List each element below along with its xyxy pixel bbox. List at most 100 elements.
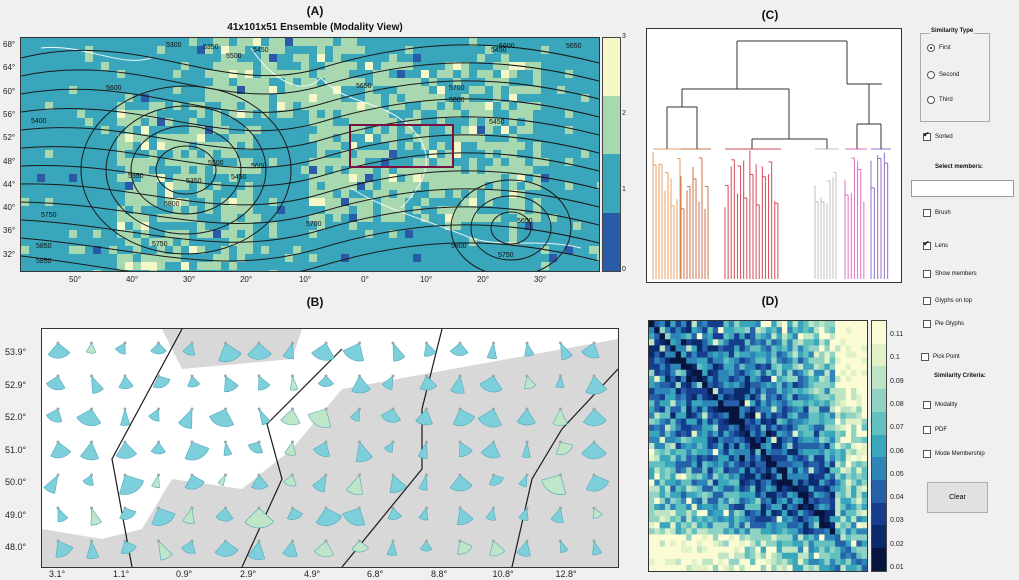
modality-glyph[interactable] [516, 408, 536, 426]
radio-first-indicator[interactable] [927, 44, 935, 52]
modality-glyph[interactable] [351, 540, 369, 553]
modality-glyph[interactable] [120, 540, 137, 554]
modality-glyph[interactable] [524, 375, 537, 390]
modality-glyph[interactable] [592, 507, 603, 519]
modality-map[interactable]: 5300 5350 5450 5500 5450 5600 5650 5600 5650 5700… [20, 37, 600, 272]
modality-glyph[interactable] [419, 540, 433, 552]
modality-glyph[interactable] [182, 342, 196, 356]
show-members-check-indicator[interactable] [923, 270, 931, 278]
modality-glyph[interactable] [457, 507, 474, 526]
modality-glyph[interactable] [311, 342, 335, 361]
pick-point-check-indicator[interactable] [921, 353, 929, 361]
modality-glyph[interactable] [342, 342, 364, 362]
modality-glyph[interactable] [392, 342, 406, 362]
modality-glyph[interactable] [386, 540, 398, 556]
modality-glyph[interactable] [518, 507, 529, 521]
modality-glyph[interactable] [148, 408, 160, 422]
modality-glyph[interactable] [450, 375, 465, 394]
modality-glyph[interactable] [518, 474, 528, 488]
modality-glyph[interactable] [480, 441, 501, 459]
pdf-check-indicator[interactable] [923, 426, 931, 434]
sorted-check-indicator[interactable] [923, 130, 931, 141]
modality-glyph[interactable] [541, 474, 567, 495]
modality-glyph[interactable] [349, 408, 360, 422]
modality-glyph[interactable] [55, 540, 74, 558]
modality-glyph[interactable] [389, 474, 407, 493]
modality-glyph[interactable] [184, 474, 205, 490]
modality-glyph[interactable] [282, 540, 298, 558]
lens-checkbox[interactable]: Lens [923, 239, 948, 250]
modality-glyph[interactable] [43, 474, 59, 494]
modality-glyph[interactable] [560, 342, 573, 361]
glyph-map[interactable] [41, 328, 619, 568]
modality-glyph[interactable] [555, 441, 574, 455]
modality-glyph[interactable] [282, 342, 294, 360]
modality-glyph[interactable] [457, 540, 473, 555]
modality-glyph[interactable] [581, 342, 600, 359]
modality-glyph[interactable] [151, 474, 160, 489]
modality-glyph[interactable] [423, 342, 437, 357]
radio-second[interactable]: Second [927, 71, 959, 79]
modality-glyph[interactable] [581, 441, 607, 460]
modality-glyph[interactable] [351, 375, 371, 394]
modality-glyph[interactable] [346, 474, 363, 496]
modality-glyph[interactable] [582, 408, 607, 427]
modality-check-indicator[interactable] [923, 401, 931, 409]
modality-glyph[interactable] [114, 342, 126, 355]
brush-checkbox[interactable]: Brush [923, 209, 951, 217]
pie-glyphs-checkbox[interactable]: Pie Glyphs [923, 320, 964, 328]
modality-glyph[interactable] [150, 441, 166, 455]
modality-glyph[interactable] [417, 441, 428, 459]
modality-glyph[interactable] [76, 408, 102, 427]
modality-glyph[interactable] [555, 375, 565, 388]
modality-glyph[interactable] [381, 375, 394, 390]
modality-glyph[interactable] [45, 408, 63, 423]
modality-glyph[interactable] [184, 441, 210, 461]
modality-glyph[interactable] [47, 342, 71, 359]
radio-third-indicator[interactable] [927, 96, 935, 104]
modality-glyph[interactable] [80, 441, 100, 461]
sorted-checkbox[interactable]: Sorted [923, 130, 953, 141]
modality-glyph[interactable] [120, 407, 131, 426]
modality-glyph[interactable] [151, 507, 176, 526]
modality-glyph[interactable] [477, 408, 503, 428]
modality-glyph[interactable] [355, 441, 373, 463]
modality-glyph[interactable] [50, 441, 72, 459]
brush-check-indicator[interactable] [923, 209, 931, 217]
modality-glyph[interactable] [283, 474, 297, 487]
modality-glyph[interactable] [387, 507, 402, 520]
modality-glyph[interactable] [313, 540, 335, 558]
modality-glyph[interactable] [485, 507, 496, 521]
lens-rectangle[interactable] [349, 124, 454, 168]
modality-glyph[interactable] [419, 375, 438, 391]
modality-glyph[interactable] [224, 375, 239, 393]
radio-third[interactable]: Third [927, 96, 953, 104]
modality-glyph[interactable] [209, 408, 235, 427]
modality-glyph[interactable] [459, 441, 473, 458]
modality-glyph[interactable] [181, 540, 196, 554]
modality-glyph[interactable] [91, 375, 104, 394]
modality-glyph[interactable] [313, 441, 331, 457]
clear-button[interactable]: Clear [927, 482, 988, 513]
modality-glyph[interactable] [418, 473, 428, 491]
modality-glyph[interactable] [119, 474, 144, 495]
modality-glyph[interactable] [223, 441, 233, 456]
modality-glyph[interactable] [418, 507, 429, 521]
pie-glyphs-check-indicator[interactable] [923, 320, 931, 328]
mode-membership-checkbox[interactable]: Mode Membership [923, 450, 985, 458]
pdf-checkbox[interactable]: PDF [923, 426, 947, 434]
modality-glyph[interactable] [258, 407, 271, 426]
modality-glyph[interactable] [489, 540, 506, 557]
modality-glyph[interactable] [217, 474, 226, 486]
modality-glyph[interactable] [182, 507, 195, 525]
modality-checkbox[interactable]: Modality [923, 401, 957, 409]
mode-membership-check-indicator[interactable] [923, 450, 931, 458]
modality-glyph[interactable] [218, 342, 242, 363]
modality-glyph[interactable] [449, 474, 473, 492]
modality-glyph[interactable] [516, 540, 531, 557]
modality-glyph[interactable] [45, 375, 66, 391]
modality-glyph[interactable] [178, 408, 193, 429]
modality-glyph[interactable] [258, 375, 271, 391]
modality-glyph[interactable] [85, 342, 97, 354]
modality-glyph[interactable] [247, 540, 266, 560]
